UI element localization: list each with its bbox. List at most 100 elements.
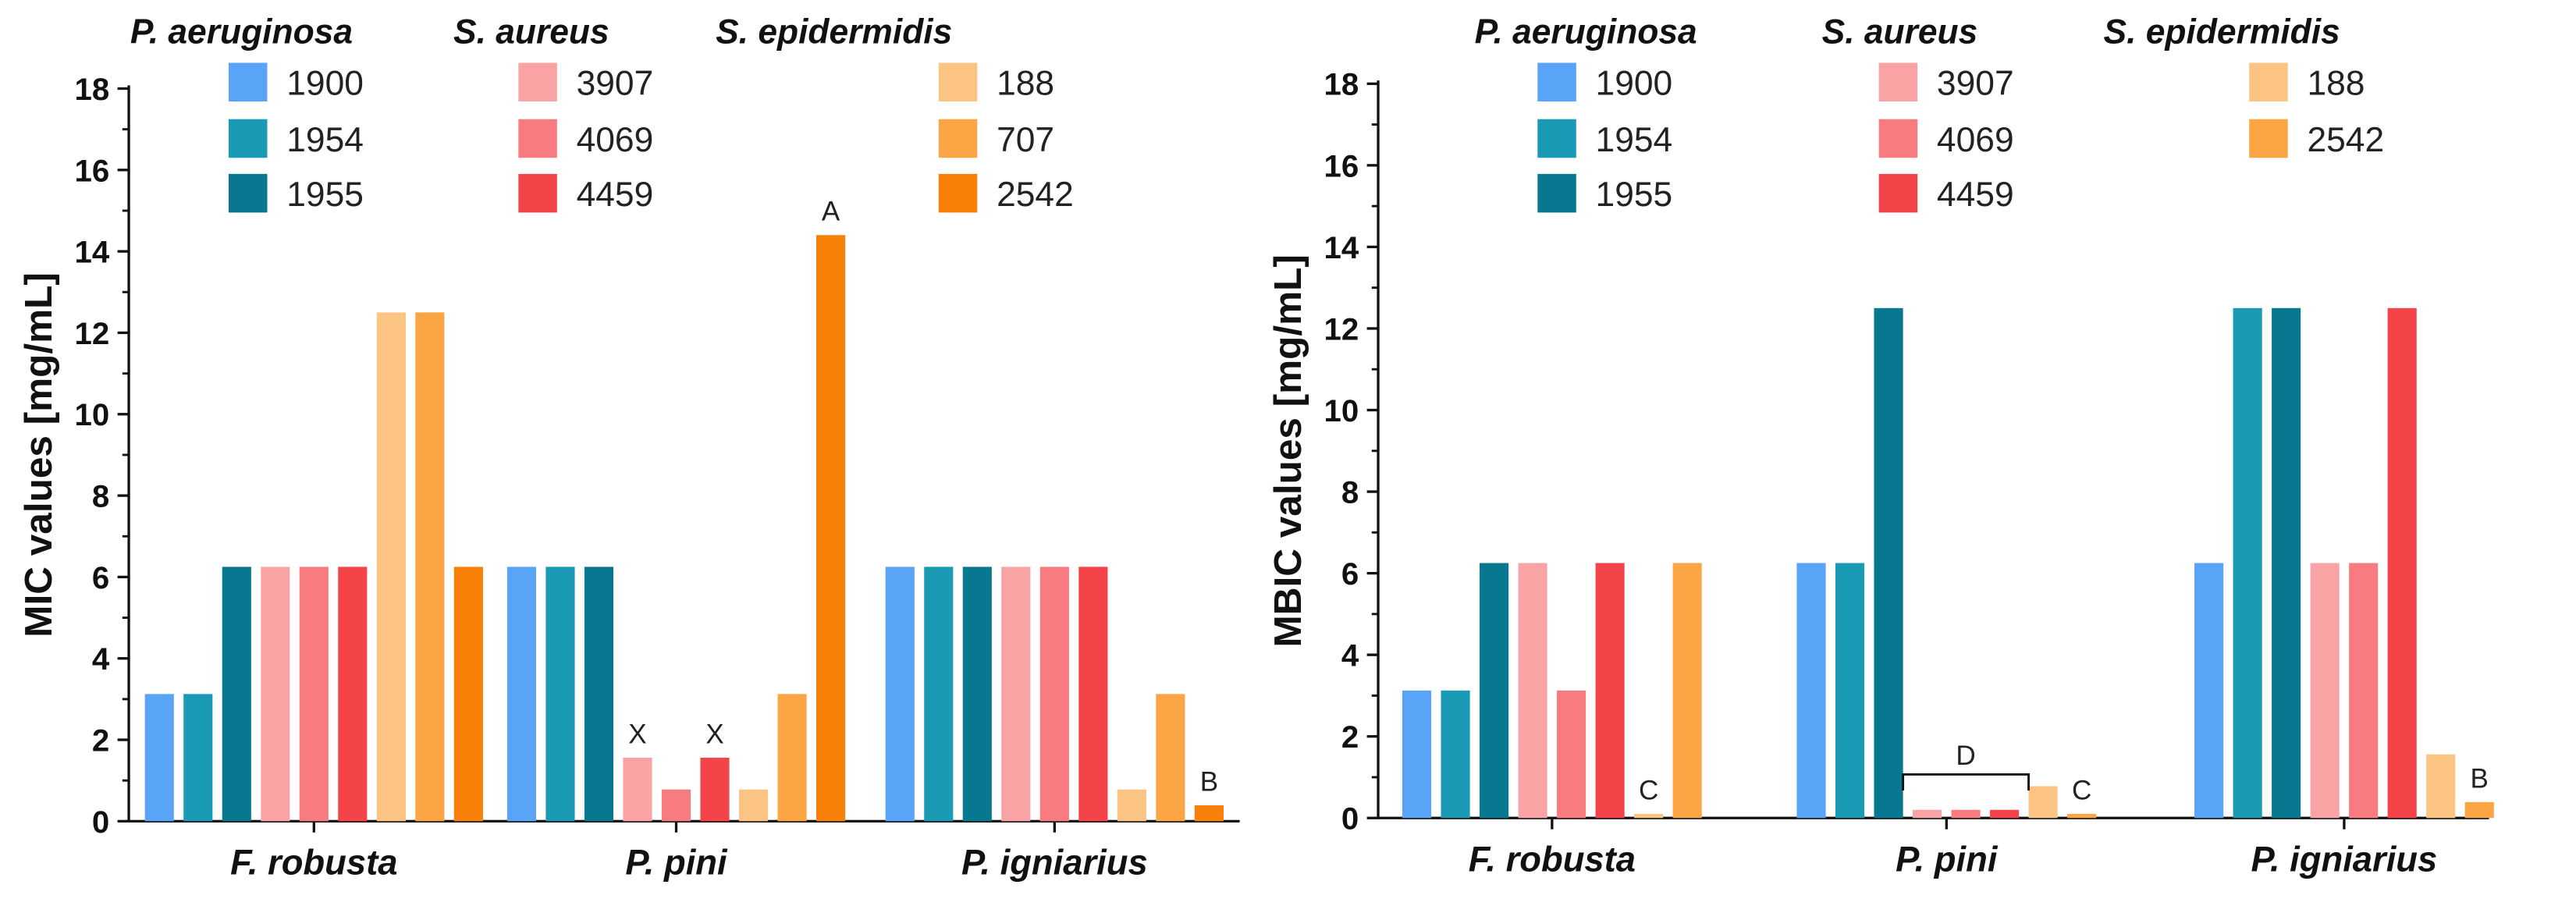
bar-707: [415, 312, 445, 822]
legend-label: 3907: [577, 65, 654, 103]
annotation-label: X: [705, 719, 723, 749]
legend-swatch: [2249, 119, 2288, 158]
legend-group-title: S. epidermidis: [2104, 13, 2340, 52]
y-tick-label: 0: [92, 805, 109, 840]
bar-4069: [299, 567, 329, 822]
y-tick-label: 10: [1324, 393, 1359, 428]
legend-label: 188: [2307, 65, 2365, 103]
bar-4069: [661, 789, 691, 822]
bar-188: [738, 789, 769, 822]
bar-4459: [2387, 307, 2417, 819]
legend-group-title: P. aeruginosa: [1475, 13, 1697, 52]
bar-1955: [222, 567, 251, 822]
y-tick-label: 12: [75, 316, 110, 351]
bar-4069: [1039, 567, 1069, 822]
y-tick-label: 14: [1324, 230, 1359, 265]
y-tick-label: 6: [1341, 556, 1359, 591]
bar-3907: [1001, 567, 1031, 822]
legend-swatch: [938, 173, 978, 213]
bar-1954: [1835, 563, 1865, 819]
legend-swatch: [1878, 62, 1918, 101]
y-tick-label: 18: [75, 72, 110, 107]
annotation-label: B: [1200, 766, 1218, 797]
annotation-label: D: [1956, 741, 1975, 771]
bar-1954: [924, 567, 954, 822]
bar-3907: [2310, 563, 2340, 819]
bar-4459: [1078, 567, 1108, 822]
legend-swatch: [1878, 119, 1918, 158]
bar-1954: [1441, 690, 1470, 819]
bar-1900: [1402, 690, 1432, 819]
bar-2542: [453, 567, 483, 822]
legend-label: 4459: [1937, 176, 2014, 214]
legend-label: 1900: [1596, 65, 1673, 103]
bar-4069: [1557, 690, 1586, 819]
legend-label: 1954: [286, 121, 364, 159]
bar-4459: [338, 567, 368, 822]
y-tick-label: 12: [1324, 311, 1359, 346]
legend-label: 707: [997, 121, 1054, 159]
y-tick-label: 18: [1324, 67, 1359, 102]
y-tick-label: 4: [92, 641, 110, 677]
legend-label: 188: [997, 65, 1054, 103]
bar-1955: [584, 567, 614, 822]
bar-3907: [1518, 563, 1547, 819]
y-tick-label: 6: [92, 560, 109, 595]
bar-1954: [2233, 307, 2262, 819]
bar-4069: [1951, 809, 1981, 819]
y-axis-title: MIC values [mg/mL]: [17, 272, 60, 638]
bar-188: [1117, 789, 1146, 822]
legend-swatch: [1537, 62, 1576, 101]
bar-1955: [2272, 307, 2301, 819]
y-tick-label: 4: [1341, 638, 1359, 673]
legend-group-title: P. aeruginosa: [130, 13, 353, 52]
bar-3907: [261, 567, 290, 822]
bar-1900: [885, 567, 915, 822]
bar-2542: [2067, 814, 2097, 819]
bar-188: [376, 312, 406, 822]
bar-1955: [1874, 307, 1903, 819]
legend-group-title: S. aureus: [1822, 13, 1978, 52]
bar-4069: [2349, 563, 2379, 819]
bar-188: [2028, 786, 2058, 819]
bar-1955: [962, 567, 992, 822]
legend-swatch: [938, 62, 978, 101]
category-label: F. robusta: [1469, 839, 1636, 879]
y-axis-title: MBIC values [mg/mL]: [1267, 254, 1309, 647]
bar-1900: [506, 567, 537, 822]
legend-swatch: [518, 119, 557, 158]
legend-swatch: [938, 119, 978, 158]
bar-1954: [183, 694, 213, 822]
bar-2542: [2464, 801, 2494, 819]
y-tick-label: 8: [92, 479, 109, 514]
category-label: P. igniarius: [2251, 839, 2438, 879]
legend-swatch: [228, 119, 268, 158]
bar-707: [777, 694, 807, 822]
legend-swatch: [1537, 173, 1576, 213]
y-tick-label: 14: [75, 235, 110, 270]
bar-2542: [1194, 805, 1224, 822]
legend-label: 1954: [1596, 121, 1673, 159]
category-label: P. igniarius: [961, 842, 1148, 882]
significance-bracket: [1902, 773, 2030, 791]
annotation-label: C: [2072, 775, 2091, 805]
legend-group-title: S. epidermidis: [716, 13, 952, 52]
legend-label: 1955: [286, 176, 364, 214]
legend-swatch: [518, 62, 557, 101]
legend-label: 4069: [1937, 121, 2014, 159]
bar-188: [1634, 814, 1664, 819]
legend-label: 2542: [997, 176, 1074, 214]
legend-label: 4069: [577, 121, 654, 159]
legend-label: 1900: [286, 65, 364, 103]
annotation-label: A: [822, 197, 840, 227]
bar-4459: [700, 758, 730, 822]
mic-chart: 0 2 4 6 8 10 12 14 16 18 MIC values [mg/mL] F. robu…: [17, 13, 1240, 882]
legend-label: 1955: [1596, 176, 1673, 214]
legend-swatch: [518, 173, 557, 213]
legend-swatch: [1537, 119, 1576, 158]
bar-3907: [623, 758, 652, 822]
bar-1900: [1796, 563, 1826, 819]
legend-swatch: [228, 62, 268, 101]
bar-1955: [1480, 563, 1509, 819]
